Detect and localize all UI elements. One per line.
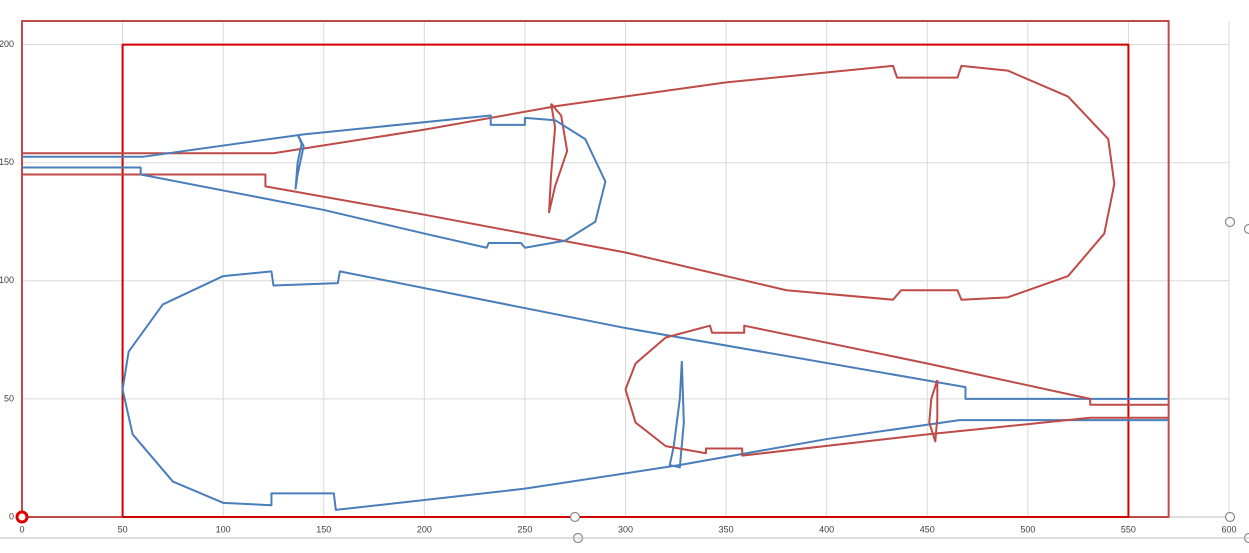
x-tick-label: 250 — [517, 524, 532, 534]
x-tick-label: 200 — [417, 524, 432, 534]
resize-handle[interactable] — [1224, 216, 1236, 228]
plot-area — [21, 20, 1170, 518]
y-tick-label: 50 — [4, 393, 14, 403]
y-tick-label: 150 — [0, 157, 14, 167]
x-tick-label: 50 — [118, 524, 128, 534]
x-tick-label: 550 — [1121, 524, 1136, 534]
series-line — [22, 114, 607, 249]
series-line — [21, 20, 1170, 518]
y-tick-label: 200 — [0, 39, 14, 49]
resize-handle[interactable] — [1224, 511, 1236, 523]
series-line — [121, 43, 1130, 518]
x-tick-label: 300 — [618, 524, 633, 534]
x-tick-label: 350 — [719, 524, 734, 534]
series-line — [548, 103, 569, 214]
x-tick-label: 500 — [1020, 524, 1035, 534]
x-tick-label: 400 — [819, 524, 834, 534]
series-line — [668, 361, 685, 469]
series-line — [121, 270, 1169, 511]
y-tick-label: 0 — [9, 511, 14, 521]
y-tick-label: 100 — [0, 275, 14, 285]
series-line — [928, 379, 939, 443]
selection-handles — [0, 216, 1249, 544]
series-line — [22, 64, 1116, 301]
x-tick-label: 450 — [920, 524, 935, 534]
x-tick-label: 150 — [316, 524, 331, 534]
x-tick-label: 100 — [216, 524, 231, 534]
x-tick-label: 600 — [1221, 524, 1236, 534]
origin-handle[interactable] — [15, 510, 29, 524]
resize-handle[interactable] — [1243, 223, 1249, 235]
series-line — [624, 324, 1169, 457]
series-line — [294, 133, 305, 190]
resize-handle[interactable] — [569, 511, 581, 523]
x-tick-label: 0 — [19, 524, 24, 534]
